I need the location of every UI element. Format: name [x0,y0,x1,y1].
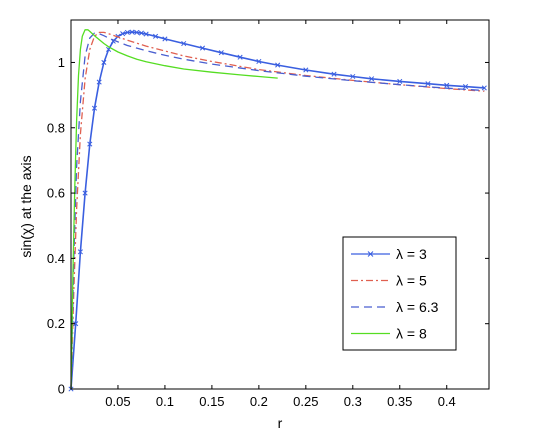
y-tick-label: 0 [58,382,65,397]
series-1-point-marker [256,58,262,65]
series-1-point-marker [199,45,206,51]
y-tick-label: 0.8 [47,120,65,135]
series-1-point-marker [444,82,450,88]
series-1-point-marker [87,141,93,147]
series-1-point-marker [303,67,309,73]
series-line-4 [70,29,278,390]
series-1-point-marker [101,59,107,66]
series-1-point-marker [369,76,375,82]
legend-label-3: λ = 6.3 [396,299,439,315]
legend-label-1: λ = 3 [396,246,427,262]
series-1-point-marker [77,249,83,255]
legend: λ = 3 λ = 5 λ = 6.3 λ = 8 [342,236,457,351]
series-1-point-marker [82,190,88,196]
legend-label-2: λ = 5 [396,273,427,289]
series-1-point-marker [237,54,243,60]
y-axis-label: sin(χ) at the axis [18,155,34,257]
x-tick-label: 0.1 [156,394,174,409]
x-tick-label: 0.4 [438,394,456,409]
x-tick-label: 0.2 [250,394,268,409]
series-1-point-marker [96,79,102,85]
series-1-point-marker [120,31,126,37]
axes: 0.05 0.1 0.15 0.2 0.25 0.3 0.35 0.4 0 0.2 0.4 0.6 0.… [18,19,490,431]
series-1-point-marker [152,33,159,39]
y-tick-label: 0.2 [47,316,65,331]
x-tick-label: 0.25 [293,394,318,409]
series-1-point-marker [91,105,98,111]
x-tick-label: 0.15 [199,394,224,409]
x-tick-label: 0.3 [344,394,362,409]
x-tick-label: 0.35 [387,394,412,409]
y-tick-label: 0.4 [47,251,65,266]
series-1-point-marker [73,321,79,327]
series-1-point-marker [218,50,224,56]
x-tick-label: 0.05 [105,394,130,409]
y-tick-label: 0.6 [47,186,65,201]
series-1-point-marker [138,30,145,36]
series-1-point-marker [134,29,140,35]
series-1-point-marker [124,29,130,35]
series-1-point-marker [129,29,135,35]
series-1-point-marker [425,81,431,87]
series-1-point-marker [350,73,356,80]
series-1-point-marker [331,71,337,77]
series-1-point-marker [462,84,469,90]
plot-area [68,29,487,392]
legend-label-4: λ = 8 [396,326,427,342]
series-1-point-marker [143,31,149,37]
y-tick-label: 1 [58,55,65,70]
x-axis-label: r [278,415,283,431]
series-1-point-marker [481,85,487,91]
series-1-point-marker [397,78,403,84]
series-1-point-marker [181,40,187,47]
series-line-3 [70,32,485,390]
legend-box [342,236,457,351]
series-line-1 [70,31,485,390]
series-1-point-marker [275,62,281,68]
axes-box [70,19,490,390]
legend-marker-1 [367,251,374,257]
series-1-point-marker [162,36,168,42]
